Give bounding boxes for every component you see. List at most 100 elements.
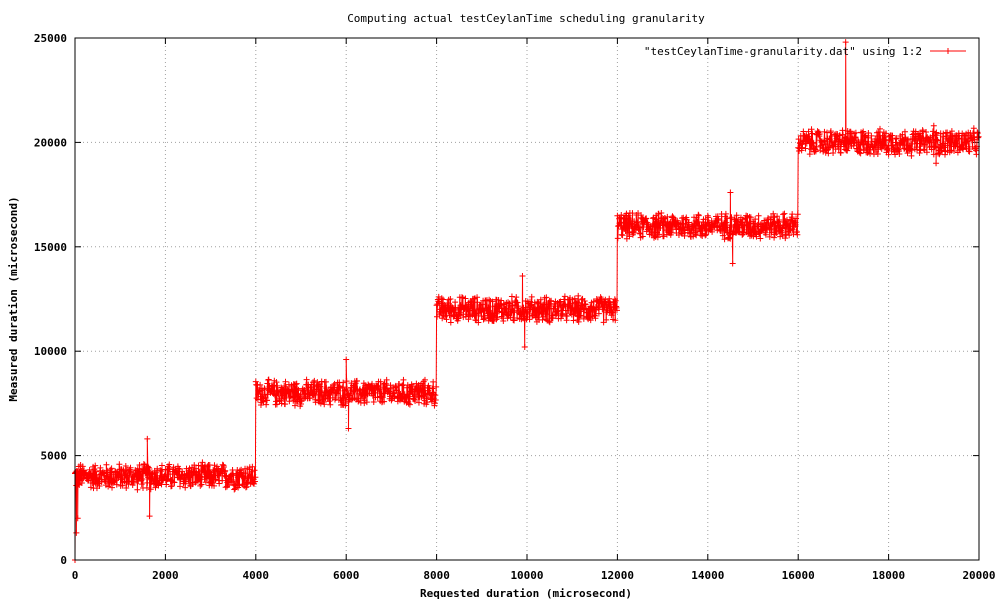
data-point: [755, 212, 762, 219]
x-tick-label: 12000: [601, 569, 634, 582]
data-point: [889, 132, 896, 139]
data-point: [447, 319, 454, 326]
data-point: [843, 135, 850, 142]
data-point: [630, 229, 637, 236]
data-point: [816, 131, 823, 138]
y-tick-label: 25000: [34, 32, 67, 45]
data-point: [841, 141, 848, 148]
data-point: [111, 478, 118, 485]
data-point: [379, 394, 386, 401]
data-point: [561, 293, 568, 300]
data-point: [660, 233, 667, 240]
data-point: [458, 309, 465, 316]
data-point: [794, 211, 801, 218]
data-point: [144, 435, 151, 442]
data-point: [904, 137, 911, 144]
data-point: [199, 459, 206, 466]
data-point: [654, 234, 661, 241]
data-point: [559, 311, 566, 318]
data-point: [429, 385, 436, 392]
data-point: [135, 478, 142, 485]
x-tick-label: 0: [72, 569, 79, 582]
data-point: [279, 392, 286, 399]
data-point: [747, 214, 754, 221]
x-tick-label: 18000: [872, 569, 905, 582]
data-point: [782, 218, 789, 225]
data-point: [944, 129, 951, 136]
data-point: [885, 151, 892, 158]
data-point: [293, 380, 300, 387]
data-point: [278, 400, 285, 407]
data-point: [443, 316, 450, 323]
data-point: [619, 232, 626, 239]
data-point: [311, 377, 318, 384]
data-point: [327, 401, 334, 408]
data-point: [124, 472, 131, 479]
data-point: [695, 212, 702, 219]
data-point: [292, 381, 299, 388]
data-point: [923, 149, 930, 156]
data-point: [198, 481, 205, 488]
data-point: [452, 299, 459, 306]
data-point: [477, 302, 484, 309]
data-point: [694, 218, 701, 225]
data-point: [122, 463, 129, 470]
data-point: [233, 481, 240, 488]
data-point: [447, 295, 454, 302]
data-point: [893, 135, 900, 142]
data-point: [821, 128, 828, 135]
data-point: [771, 234, 778, 241]
data-point: [430, 378, 437, 385]
data-point: [753, 233, 760, 240]
data-point: [331, 380, 338, 387]
data-point: [930, 122, 937, 129]
data-point: [573, 309, 580, 316]
data-point: [538, 310, 545, 317]
data-point: [381, 390, 388, 397]
data-point: [353, 377, 360, 384]
data-point: [136, 461, 143, 468]
data-point: [724, 229, 731, 236]
data-point: [781, 210, 788, 217]
data-point: [736, 229, 743, 236]
legend-label: "testCeylanTime-granularity.dat" using 1…: [644, 45, 922, 58]
data-point: [139, 476, 146, 483]
data-point: [722, 210, 729, 217]
data-point: [270, 382, 277, 389]
plot-frame: [74, 37, 980, 561]
data-point: [73, 529, 80, 536]
y-tick-label: 15000: [34, 241, 67, 254]
data-point: [344, 386, 351, 393]
data-point: [912, 137, 919, 144]
data-point: [254, 396, 261, 403]
data-point: [377, 378, 384, 385]
data-point: [182, 484, 189, 491]
data-point: [887, 137, 894, 144]
data-point: [703, 231, 710, 238]
data-point: [363, 399, 370, 406]
data-point: [835, 146, 842, 153]
data-point: [118, 475, 125, 482]
data-point: [780, 211, 787, 218]
data-point: [322, 378, 329, 385]
data-point: [800, 128, 807, 135]
data-point: [789, 226, 796, 233]
data-point: [431, 391, 438, 398]
data-point: [104, 467, 111, 474]
data-point: [424, 399, 431, 406]
data-point: [222, 467, 229, 474]
data-point: [297, 391, 304, 398]
data-point: [421, 376, 428, 383]
data-point: [260, 398, 267, 405]
y-tick-label: 0: [60, 554, 67, 567]
data-point: [103, 461, 110, 468]
data-point: [138, 481, 145, 488]
data-point: [609, 309, 616, 316]
data-point: [442, 313, 449, 320]
data-point: [125, 481, 132, 488]
data-point: [314, 386, 321, 393]
data-point: [966, 148, 973, 155]
data-point: [747, 229, 754, 236]
data-point: [681, 227, 688, 234]
data-point: [144, 479, 151, 486]
